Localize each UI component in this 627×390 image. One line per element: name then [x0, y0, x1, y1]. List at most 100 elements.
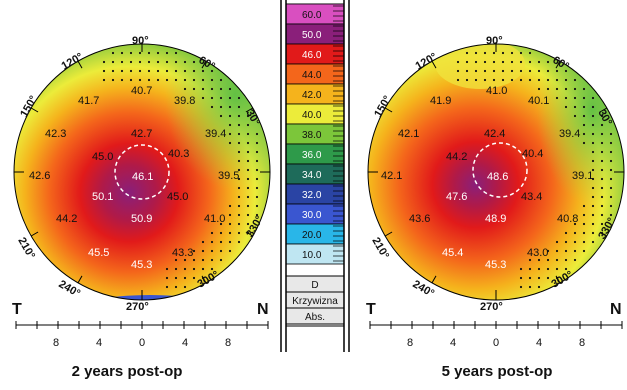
edge-dot	[573, 240, 577, 244]
edge-dot	[255, 204, 259, 208]
edge-dot	[174, 51, 178, 55]
scale-value-label: 42.0	[302, 90, 322, 101]
edge-dot	[201, 87, 205, 91]
edge-dot	[591, 186, 595, 190]
angle-tick	[30, 231, 39, 237]
angle-tick	[431, 275, 437, 284]
edge-dot	[519, 69, 523, 73]
scale-value-label: 30.0	[302, 210, 322, 221]
edge-dot	[465, 51, 469, 55]
edge-dot	[528, 60, 532, 64]
right-value: 43.4	[521, 191, 542, 203]
edge-dot	[582, 114, 586, 118]
edge-dot	[465, 78, 469, 82]
edge-dot	[183, 69, 187, 73]
edge-dot	[210, 87, 214, 91]
edge-dot	[219, 258, 223, 262]
edge-dot	[582, 222, 586, 226]
edge-dot	[228, 204, 232, 208]
right-value: 39.4	[559, 128, 580, 140]
edge-dot	[591, 123, 595, 127]
edge-dot	[564, 267, 568, 271]
edge-dot	[564, 240, 568, 244]
edge-dot	[255, 132, 259, 136]
edge-dot	[228, 123, 232, 127]
right-temporal-label: T	[366, 301, 376, 318]
edge-dot	[591, 168, 595, 172]
edge-dot	[210, 267, 214, 271]
edge-dot	[165, 276, 169, 280]
angle-tick	[201, 60, 207, 69]
left-value: 42.7	[131, 128, 152, 140]
edge-dot	[582, 231, 586, 235]
right-value: 43.6	[409, 213, 430, 225]
edge-dot	[528, 78, 532, 82]
edge-dot	[219, 240, 223, 244]
edge-dot	[510, 51, 514, 55]
edge-dot	[102, 69, 106, 73]
edge-dot	[546, 267, 550, 271]
edge-dot	[582, 123, 586, 127]
scale-value-label: 32.0	[302, 190, 322, 201]
edge-dot	[564, 258, 568, 262]
edge-dot	[156, 78, 160, 82]
edge-dot	[237, 240, 241, 244]
edge-dot	[582, 240, 586, 244]
edge-dot	[165, 60, 169, 64]
edge-dot	[201, 258, 205, 262]
right-value: 40.1	[528, 95, 549, 107]
edge-dot	[183, 285, 187, 289]
scale-type: Krzywizna	[292, 296, 338, 307]
edge-dot	[165, 78, 169, 82]
left-value: 41.0	[204, 213, 225, 225]
edge-dot	[591, 231, 595, 235]
edge-dot	[564, 87, 568, 91]
left-value: 45.5	[88, 247, 109, 259]
edge-dot	[528, 258, 532, 262]
scale-value-label: 60.0	[302, 10, 322, 21]
edge-dot	[501, 78, 505, 82]
edge-dot	[519, 51, 523, 55]
edge-dot	[120, 60, 124, 64]
left-value: 41.7	[78, 95, 99, 107]
edge-dot	[474, 78, 478, 82]
left-value: 39.5	[218, 170, 239, 182]
edge-dot	[255, 213, 259, 217]
edge-dot	[582, 213, 586, 217]
edge-dot	[210, 105, 214, 109]
angle-tick	[77, 275, 83, 284]
edge-dot	[609, 195, 613, 199]
edge-dot	[573, 258, 577, 262]
right-value: 44.2	[446, 151, 467, 163]
edge-dot	[255, 141, 259, 145]
edge-dot	[582, 141, 586, 145]
edge-dot	[591, 105, 595, 109]
edge-dot	[483, 69, 487, 73]
edge-dot	[483, 78, 487, 82]
left-axis-tick-label: 4	[96, 337, 102, 349]
left-axis-tick-label: 0	[139, 337, 145, 349]
edge-dot	[228, 96, 232, 100]
scale-value-label: 38.0	[302, 130, 322, 141]
edge-dot	[483, 60, 487, 64]
edge-dot	[519, 60, 523, 64]
edge-dot	[228, 87, 232, 91]
right-axis-tick-label: 8	[579, 337, 585, 349]
edge-dot	[210, 231, 214, 235]
edge-dot	[546, 276, 550, 280]
right-value: 42.1	[398, 128, 419, 140]
right-value: 45.4	[442, 247, 463, 259]
angle-tick	[245, 107, 254, 113]
right-value: 48.6	[487, 171, 508, 183]
edge-dot	[246, 114, 250, 118]
edge-dot	[246, 132, 250, 136]
edge-dot	[465, 69, 469, 73]
right-topography-map: 90° 60° 30° 330° 300° 270° 240° 210° 150…	[366, 35, 625, 349]
edge-dot	[201, 240, 205, 244]
edge-dot	[255, 168, 259, 172]
edge-dot	[591, 159, 595, 163]
edge-dot	[573, 231, 577, 235]
right-axis-tick-label: 8	[407, 337, 413, 349]
edge-dot	[537, 276, 541, 280]
